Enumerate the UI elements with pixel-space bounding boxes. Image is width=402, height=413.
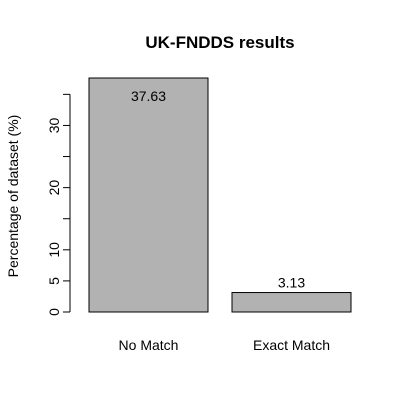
y-axis: 0 5 10 20 30 bbox=[46, 93, 71, 316]
bar-data-labels: 37.63 3.13 bbox=[131, 88, 305, 291]
bar-data-label: 37.63 bbox=[131, 88, 166, 104]
y-tick-label: 20 bbox=[46, 180, 62, 196]
category-label: Exact Match bbox=[253, 337, 330, 353]
bars bbox=[88, 77, 352, 313]
category-labels: No Match Exact Match bbox=[119, 337, 330, 353]
category-label: No Match bbox=[119, 337, 179, 353]
y-tick-label: 5 bbox=[46, 277, 62, 285]
y-tick-label: 30 bbox=[46, 117, 62, 133]
bar bbox=[231, 292, 352, 313]
y-tick-label: 0 bbox=[46, 308, 62, 316]
y-tick-label: 10 bbox=[46, 242, 62, 258]
bar-data-label: 3.13 bbox=[278, 275, 305, 291]
chart-title: UK-FNDDS results bbox=[145, 33, 294, 52]
bar bbox=[88, 77, 209, 313]
y-axis-label: Percentage of dataset (%) bbox=[5, 115, 21, 278]
